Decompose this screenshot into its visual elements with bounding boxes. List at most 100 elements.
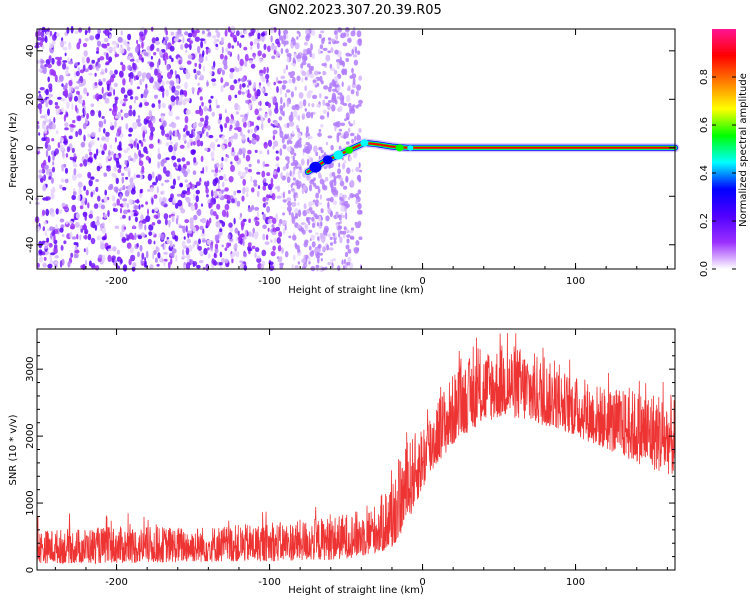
- noise-speck: [323, 185, 328, 191]
- noise-speck: [183, 236, 186, 240]
- noise-speck: [248, 218, 252, 224]
- noise-speck: [185, 49, 188, 53]
- noise-speck: [117, 36, 123, 43]
- noise-speck: [179, 144, 185, 149]
- noise-speck: [247, 149, 252, 155]
- noise-speck: [117, 168, 122, 174]
- noise-speck: [44, 245, 48, 249]
- noise-speck: [226, 194, 231, 202]
- noise-speck: [184, 43, 189, 49]
- noise-speck: [124, 167, 129, 172]
- noise-speck: [265, 234, 269, 241]
- noise-speck: [257, 185, 261, 190]
- noise-speck: [223, 84, 226, 88]
- noise-speck: [55, 130, 59, 135]
- noise-speck: [349, 132, 355, 137]
- noise-speck: [224, 203, 230, 211]
- noise-speck: [298, 175, 302, 180]
- noise-speck: [355, 199, 359, 205]
- noise-speck: [52, 161, 55, 166]
- noise-speck: [83, 134, 86, 142]
- noise-speck: [104, 135, 110, 143]
- noise-speck: [316, 222, 319, 227]
- noise-speck: [242, 75, 245, 82]
- noise-speck: [236, 41, 240, 46]
- noise-speck: [136, 143, 140, 151]
- noise-speck: [74, 30, 79, 35]
- noise-speck: [349, 123, 353, 127]
- noise-speck: [251, 121, 254, 127]
- noise-speck: [333, 76, 339, 82]
- noise-speck: [207, 108, 213, 112]
- noise-speck: [228, 222, 233, 228]
- noise-speck: [172, 178, 176, 186]
- noise-speck: [59, 184, 63, 189]
- noise-speck: [265, 201, 269, 205]
- noise-speck: [356, 30, 362, 38]
- noise-speck: [197, 82, 200, 87]
- noise-speck: [254, 91, 258, 97]
- noise-speck: [86, 30, 88, 34]
- noise-speck: [351, 67, 354, 74]
- noise-speck: [331, 188, 337, 196]
- noise-speck: [330, 47, 334, 53]
- noise-speck: [215, 188, 222, 192]
- noise-speck: [196, 131, 202, 135]
- noise-speck: [83, 185, 86, 191]
- noise-speck: [129, 96, 134, 100]
- noise-speck: [262, 53, 267, 59]
- noise-speck: [128, 109, 133, 117]
- noise-speck: [258, 107, 262, 112]
- noise-speck: [346, 94, 351, 103]
- noise-speck: [128, 232, 134, 240]
- noise-speck: [284, 133, 288, 140]
- noise-speck: [73, 168, 77, 176]
- noise-speck: [290, 183, 293, 188]
- noise-speck: [98, 127, 101, 133]
- noise-speck: [105, 156, 109, 164]
- noise-speck: [69, 226, 75, 230]
- noise-speck: [160, 191, 163, 195]
- noise-speck: [103, 128, 106, 134]
- noise-speck: [294, 208, 299, 215]
- noise-speck: [349, 107, 353, 115]
- noise-speck: [356, 90, 359, 97]
- noise-speck: [183, 262, 186, 269]
- noise-speck: [213, 190, 218, 198]
- noise-speck: [49, 43, 54, 49]
- noise-speck: [310, 234, 316, 241]
- noise-speck: [215, 138, 219, 143]
- noise-speck: [39, 107, 42, 115]
- noise-speck: [275, 213, 279, 221]
- noise-speck: [338, 221, 341, 225]
- noise-speck: [204, 147, 209, 152]
- noise-speck: [54, 148, 59, 155]
- noise-speck: [206, 81, 209, 87]
- noise-speck: [45, 196, 49, 201]
- noise-speck: [40, 64, 45, 69]
- noise-speck: [86, 56, 90, 64]
- noise-speck: [211, 157, 215, 161]
- noise-speck: [346, 31, 349, 38]
- noise-speck: [241, 91, 245, 95]
- snr-ylabel: SNR (10 * v/v): [8, 414, 19, 485]
- noise-speck: [157, 153, 162, 160]
- noise-speck: [77, 173, 83, 178]
- noise-speck: [120, 258, 123, 264]
- noise-speck: [301, 77, 304, 83]
- noise-speck: [341, 60, 344, 65]
- noise-speck: [221, 209, 227, 217]
- noise-speck: [277, 124, 281, 128]
- noise-speck: [87, 133, 91, 138]
- noise-speck: [185, 190, 191, 196]
- noise-speck: [48, 176, 52, 180]
- colorbar-label: Normalized spectral amplitude: [738, 73, 749, 227]
- noise-speck: [335, 34, 339, 40]
- noise-speck: [119, 47, 125, 54]
- noise-speck: [310, 29, 316, 36]
- noise-speck: [288, 78, 293, 84]
- noise-speck: [98, 110, 102, 118]
- noise-speck: [265, 73, 270, 80]
- noise-speck: [235, 67, 240, 73]
- noise-speck: [70, 252, 74, 258]
